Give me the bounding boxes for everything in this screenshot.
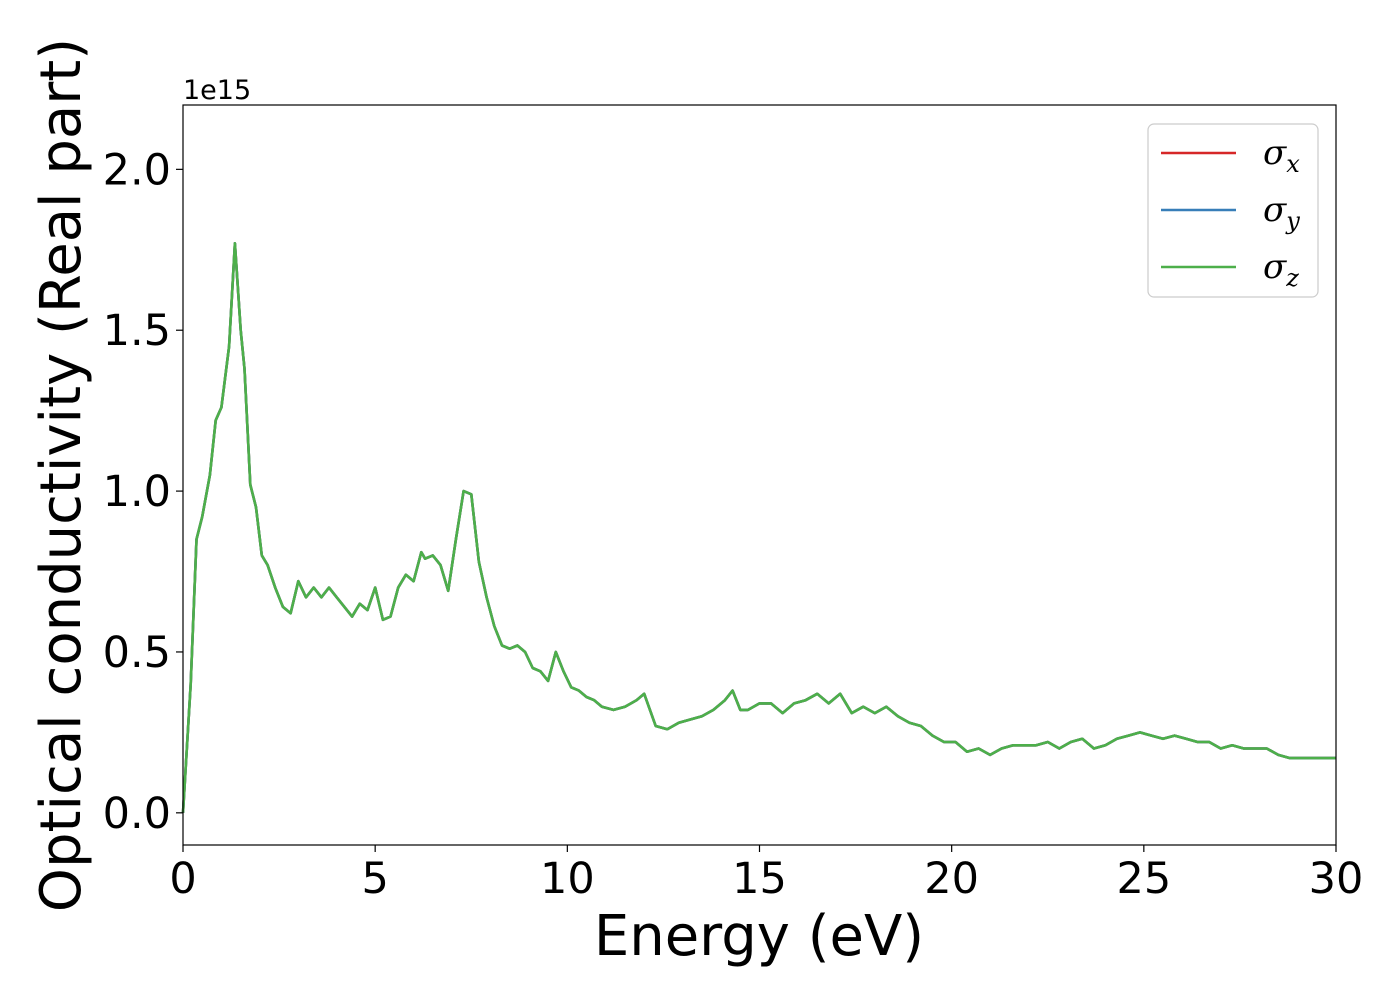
x-axis: 0 5 10 15 20 25 30	[169, 845, 1363, 904]
x-tick-label: 25	[1116, 854, 1171, 904]
y-exponent-label: 1e15	[183, 75, 251, 106]
legend-label: σy	[1263, 190, 1300, 235]
series-layer	[181, 242, 1336, 813]
plot-area	[183, 105, 1336, 845]
x-tick-label: 30	[1309, 854, 1364, 904]
y-tick-label: 1.5	[103, 306, 171, 356]
x-tick-label: 20	[924, 854, 979, 904]
legend-label: σz	[1263, 247, 1299, 292]
legend-label: σx	[1263, 133, 1300, 178]
x-axis-label: Energy (eV)	[594, 904, 924, 969]
x-tick-label: 15	[732, 854, 787, 904]
x-tick-label: 5	[361, 854, 388, 904]
y-tick-label: 0.5	[103, 628, 171, 678]
series-line-3	[181, 242, 1336, 813]
y-axis: 0.0 0.5 1.0 1.5 2.0	[103, 145, 183, 839]
legend: σx σy σz	[1147, 123, 1319, 298]
y-axis-label: Optical conductivity (Real part)	[29, 38, 94, 912]
y-tick-label: 1.0	[103, 467, 171, 517]
y-tick-label: 2.0	[103, 145, 171, 195]
x-tick-label: 0	[169, 854, 196, 904]
x-tick-label: 10	[540, 854, 595, 904]
y-tick-label: 0.0	[103, 789, 171, 839]
